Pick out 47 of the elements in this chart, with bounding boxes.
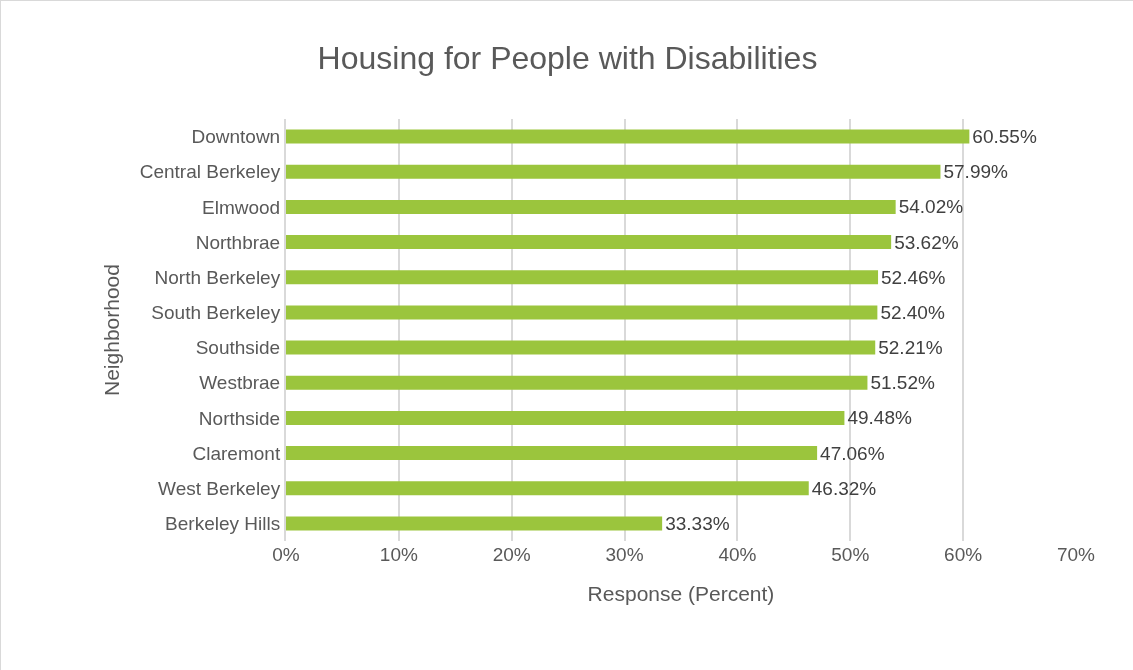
x-tick-label: 70% bbox=[1056, 544, 1096, 565]
y-tick-label: Downtown bbox=[191, 126, 281, 148]
data-label: 49.48% bbox=[847, 407, 912, 429]
y-tick-label: North Berkeley bbox=[154, 266, 281, 288]
bar bbox=[286, 235, 892, 250]
bar bbox=[286, 305, 878, 320]
y-tick-label: West Berkeley bbox=[158, 477, 281, 499]
data-label: 60.55% bbox=[972, 126, 1037, 148]
y-tick-label: Northbrae bbox=[195, 231, 281, 253]
bar bbox=[286, 446, 818, 461]
data-label: 53.62% bbox=[894, 231, 959, 253]
data-label: 52.46% bbox=[881, 266, 946, 288]
data-label: 57.99% bbox=[943, 161, 1009, 183]
data-label: 47.06% bbox=[820, 442, 885, 464]
y-tick-label: Northside bbox=[198, 407, 281, 429]
bar bbox=[286, 129, 970, 144]
bar bbox=[286, 199, 896, 214]
x-tick-label: 30% bbox=[605, 544, 644, 565]
bar bbox=[286, 410, 845, 425]
chart-title: Housing for People with Disabilities bbox=[317, 40, 818, 77]
y-tick-label: Southside bbox=[195, 337, 281, 359]
x-tick-label: 0% bbox=[272, 544, 300, 565]
y-tick-label: Claremont bbox=[192, 442, 281, 464]
data-label: 33.33% bbox=[665, 512, 730, 534]
y-tick-label: Berkeley Hills bbox=[165, 513, 281, 535]
data-label: 46.32% bbox=[811, 477, 877, 499]
bar bbox=[286, 481, 809, 496]
bar bbox=[286, 516, 663, 531]
y-tick-label: Elmwood bbox=[202, 196, 281, 218]
data-label: 52.21% bbox=[878, 337, 943, 359]
x-tick-label: 40% bbox=[718, 544, 757, 565]
x-axis-title: Response (Percent) bbox=[587, 582, 775, 606]
bar bbox=[286, 164, 941, 179]
x-tick-label: 10% bbox=[379, 544, 418, 565]
y-axis-title: Neighborhood bbox=[100, 264, 124, 396]
y-tick-label: Westbrae bbox=[199, 372, 281, 394]
x-tick-label: 20% bbox=[492, 544, 531, 565]
data-label: 51.52% bbox=[870, 372, 935, 394]
data-label: 52.40% bbox=[880, 301, 945, 323]
x-tick-label: 60% bbox=[944, 544, 983, 565]
data-label: 54.02% bbox=[898, 196, 964, 218]
y-tick-label: South Berkeley bbox=[151, 302, 281, 324]
x-tick-label: 50% bbox=[831, 544, 870, 565]
bar bbox=[286, 375, 868, 390]
y-tick-label: Central Berkeley bbox=[139, 161, 281, 183]
bar bbox=[286, 340, 876, 355]
bar bbox=[286, 270, 879, 285]
